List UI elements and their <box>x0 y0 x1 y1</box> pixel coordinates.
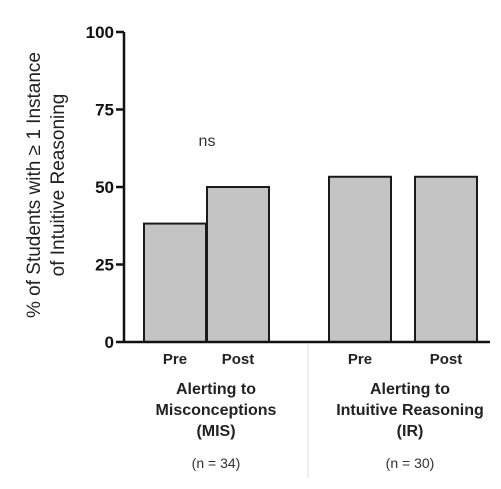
group-label-mis-line-3: (MIS) <box>196 423 235 440</box>
category-label-pre: Pre <box>163 351 187 368</box>
y-axis-label-line-2: of Intuitive Reasoning <box>48 94 69 277</box>
y-axis-label: % of Students with ≥ 1 Instance of Intui… <box>24 52 69 318</box>
y-tick-label: 100 <box>86 23 114 42</box>
y-tick-label: 0 <box>105 333 114 352</box>
y-axis-label-line-1: % of Students with ≥ 1 Instance <box>24 52 45 318</box>
y-axis-ticks: 0 25 50 75 100 <box>86 23 124 352</box>
group-label-ir-line-1: Alerting to <box>370 381 450 398</box>
category-labels: Pre Post Pre Post <box>163 351 462 368</box>
group-n-ir: (n = 30) <box>386 455 435 471</box>
significance-annotation: ns <box>199 133 216 150</box>
group-label-mis-line-1: Alerting to <box>176 381 256 398</box>
category-label-post: Post <box>222 351 255 368</box>
y-tick-label: 50 <box>95 178 114 197</box>
group-label-ir-line-3: (IR) <box>397 423 424 440</box>
group-label-ir: Alerting to Intuitive Reasoning (IR) (n … <box>336 381 484 471</box>
y-tick-label: 25 <box>95 256 114 275</box>
group-label-ir-line-2: Intuitive Reasoning <box>336 402 484 419</box>
bars <box>143 175 478 343</box>
bar-mis-pre <box>143 222 207 343</box>
group-label-mis-line-2: Misconceptions <box>156 402 277 419</box>
bar-ir-post <box>414 175 478 343</box>
group-label-mis: Alerting to Misconceptions (MIS) (n = 34… <box>156 381 277 471</box>
category-label-post: Post <box>430 351 463 368</box>
category-label-pre: Pre <box>348 351 372 368</box>
group-n-mis: (n = 34) <box>192 455 241 471</box>
bar-mis-post <box>206 186 270 343</box>
y-tick-label: 75 <box>95 101 114 120</box>
bar-ir-pre <box>328 175 392 343</box>
